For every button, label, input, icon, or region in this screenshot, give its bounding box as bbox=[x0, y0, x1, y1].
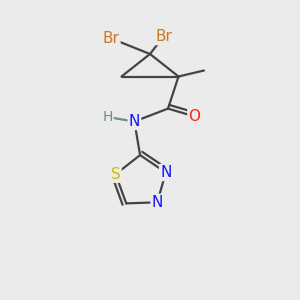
Text: Br: Br bbox=[103, 31, 119, 46]
Text: Br: Br bbox=[155, 29, 172, 44]
Text: H: H bbox=[102, 110, 112, 124]
Text: O: O bbox=[188, 109, 200, 124]
Text: N: N bbox=[129, 114, 140, 129]
Text: N: N bbox=[152, 195, 163, 210]
Text: N: N bbox=[160, 165, 172, 180]
Text: S: S bbox=[111, 167, 121, 182]
